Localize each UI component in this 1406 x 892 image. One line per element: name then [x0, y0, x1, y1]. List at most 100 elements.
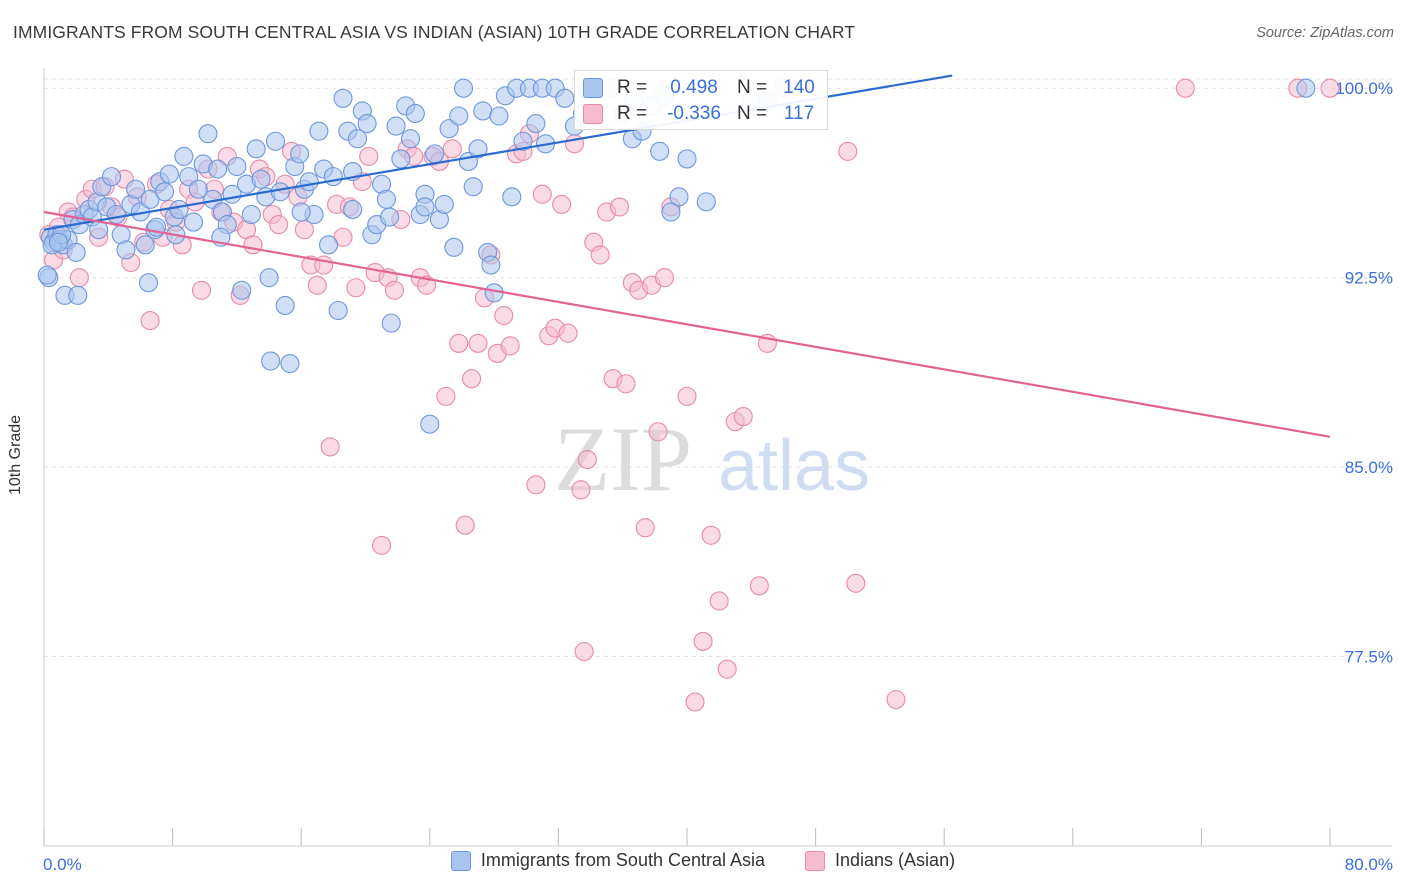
data-point-indians: [455, 515, 475, 535]
data-point-indians: [886, 689, 906, 710]
data-point-indians: [717, 659, 737, 679]
data-point-immigrants: [489, 106, 509, 126]
legend-item-indians[interactable]: Indians (Asian): [805, 850, 955, 871]
data-point-immigrants: [449, 106, 469, 126]
data-point-immigrants: [174, 146, 194, 166]
data-point-indians: [571, 480, 591, 500]
data-point-immigrants: [391, 149, 411, 169]
data-point-immigrants: [299, 172, 319, 192]
n-value: 140: [783, 77, 815, 98]
stats-row-immigrants: R = 0.498 N = 140: [575, 75, 819, 101]
data-point-indians: [558, 323, 578, 343]
data-point-immigrants: [159, 164, 179, 184]
n-label: N =: [737, 103, 768, 124]
data-point-immigrants: [265, 131, 286, 151]
data-point-immigrants: [259, 268, 279, 288]
data-point-immigrants: [68, 285, 88, 305]
axes: [43, 68, 1392, 847]
legend-item-immigrants[interactable]: Immigrants from South Central Asia: [450, 850, 766, 871]
legend-swatch-pink: [805, 850, 826, 871]
data-point-indians: [1320, 78, 1340, 98]
data-point-indians: [574, 641, 594, 662]
n-value: 117: [783, 103, 815, 124]
data-point-immigrants: [251, 169, 271, 189]
legend-label-immigrants: Immigrants from South Central Asia: [480, 850, 766, 870]
data-point-indians: [346, 278, 366, 298]
series-immigrants-points: [37, 78, 1316, 434]
y-tick-label: 100.0%: [1335, 79, 1393, 98]
data-point-immigrants: [155, 182, 175, 202]
data-point-indians: [677, 386, 697, 406]
legend-swatch-blue: [450, 850, 471, 871]
data-point-immigrants: [463, 177, 483, 197]
stats-swatch-pink: [583, 104, 603, 124]
data-point-immigrants: [669, 187, 689, 207]
data-point-indians: [552, 194, 572, 214]
data-point-indians: [442, 139, 462, 159]
data-point-immigrants: [291, 202, 311, 222]
data-point-indians: [733, 407, 753, 427]
data-point-immigrants: [270, 182, 290, 202]
data-point-immigrants: [454, 78, 474, 98]
data-point-indians: [191, 280, 212, 300]
data-point-immigrants: [188, 179, 208, 199]
data-point-immigrants: [328, 300, 348, 321]
data-point-indians: [709, 591, 729, 611]
data-point-immigrants: [343, 199, 363, 220]
x-tick-label: 0.0%: [43, 855, 82, 874]
data-point-immigrants: [183, 212, 204, 232]
data-point-immigrants: [135, 235, 155, 255]
data-point-immigrants: [116, 240, 136, 260]
data-point-immigrants: [208, 159, 228, 179]
y-tick-label: 92.5%: [1345, 269, 1393, 288]
data-point-immigrants: [1296, 78, 1316, 98]
data-point-immigrants: [555, 88, 575, 108]
data-point-indians: [462, 369, 482, 389]
data-point-indians: [436, 386, 456, 406]
data-point-immigrants: [677, 149, 697, 169]
data-point-indians: [1175, 78, 1195, 98]
n-label: N =: [737, 77, 768, 98]
data-point-immigrants: [696, 192, 716, 212]
data-point-immigrants: [318, 235, 339, 255]
data-point-indians: [307, 275, 327, 295]
data-point-immigrants: [425, 144, 445, 164]
data-point-immigrants: [246, 139, 266, 159]
data-point-indians: [243, 235, 263, 255]
watermark-atlas: atlas: [718, 426, 870, 506]
data-point-immigrants: [420, 414, 440, 434]
data-point-immigrants: [169, 199, 189, 220]
r-label: R =: [617, 77, 648, 98]
data-point-indians: [269, 215, 289, 235]
data-point-indians: [564, 134, 585, 154]
data-point-immigrants: [439, 119, 459, 139]
data-point-immigrants: [241, 204, 261, 225]
data-point-indians: [494, 305, 514, 326]
data-point-immigrants: [333, 88, 353, 108]
data-point-immigrants: [380, 207, 400, 227]
chart-title: IMMIGRANTS FROM SOUTH CENTRAL ASIA VS IN…: [13, 22, 856, 42]
x-tick-label: 80.0%: [1345, 855, 1393, 874]
data-point-indians: [648, 422, 668, 442]
y-tick-label: 77.5%: [1345, 648, 1393, 667]
stats-box: R = 0.498 N = 140 R = -0.336 N = 117: [574, 70, 828, 130]
data-point-indians: [384, 280, 404, 300]
data-point-immigrants: [37, 265, 57, 285]
data-point-immigrants: [405, 103, 425, 124]
legend: Immigrants from South Central Asia India…: [0, 850, 1406, 871]
data-point-immigrants: [502, 187, 522, 207]
data-point-immigrants: [290, 144, 310, 164]
data-point-immigrants: [434, 194, 454, 214]
data-point-indians: [846, 573, 866, 593]
data-point-immigrants: [101, 167, 122, 187]
source-label: Source: ZipAtlas.com: [1256, 25, 1394, 41]
data-point-immigrants: [275, 295, 295, 315]
stats-swatch-blue: [583, 78, 603, 98]
data-point-immigrants: [357, 114, 377, 134]
data-point-immigrants: [473, 101, 493, 121]
data-point-indians: [140, 311, 160, 331]
data-point-indians: [320, 437, 340, 457]
data-point-indians: [69, 268, 89, 288]
data-point-immigrants: [381, 313, 401, 333]
